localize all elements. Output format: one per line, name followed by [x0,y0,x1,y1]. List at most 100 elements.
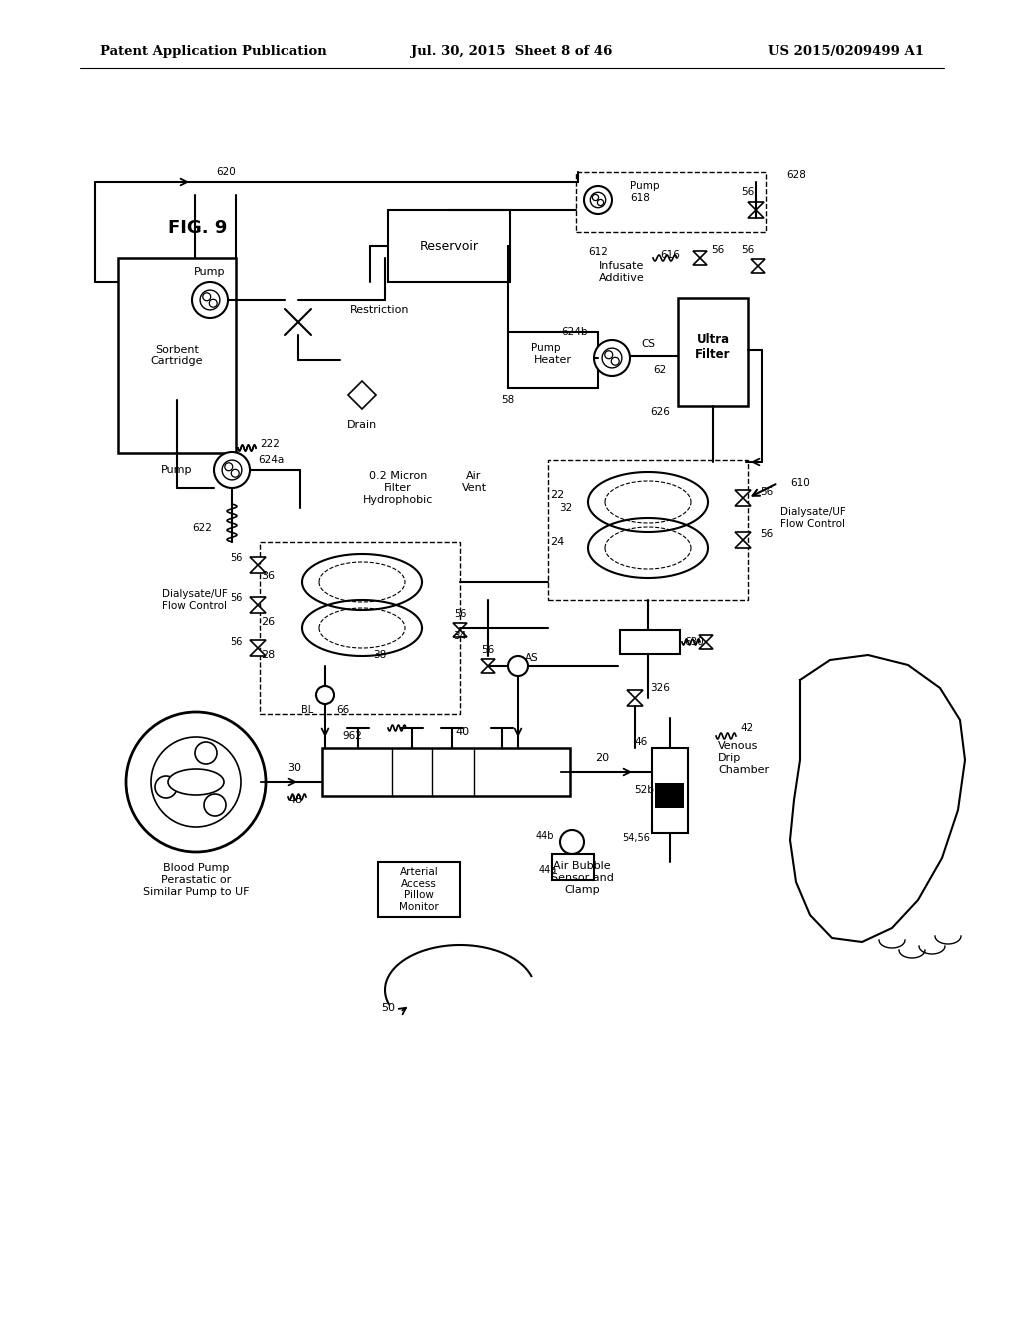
Text: 42: 42 [740,723,754,733]
Text: US 2015/0209499 A1: US 2015/0209499 A1 [768,45,924,58]
Polygon shape [481,667,495,673]
Polygon shape [735,532,751,540]
Polygon shape [250,605,266,612]
Circle shape [605,351,612,359]
Text: Heater: Heater [534,355,572,366]
Text: Pump
618: Pump 618 [630,181,659,203]
Circle shape [594,341,630,376]
Text: 56: 56 [454,609,466,619]
FancyBboxPatch shape [652,748,688,833]
Polygon shape [250,648,266,656]
Circle shape [203,293,211,301]
FancyBboxPatch shape [118,257,236,453]
Polygon shape [693,257,707,265]
Text: Reservoir: Reservoir [420,239,478,252]
Circle shape [225,463,232,471]
Text: 66: 66 [336,705,349,715]
Circle shape [195,742,217,764]
Text: Dialysate/UF
Flow Control: Dialysate/UF Flow Control [780,507,846,529]
FancyBboxPatch shape [575,172,766,232]
Text: 46: 46 [635,737,648,747]
FancyBboxPatch shape [508,333,598,388]
Text: 222: 222 [260,440,280,449]
Polygon shape [751,267,765,273]
Polygon shape [735,498,751,506]
Text: 56: 56 [741,246,755,255]
Text: 626: 626 [650,407,670,417]
Text: 56: 56 [481,645,495,655]
Text: 56: 56 [760,487,773,498]
Polygon shape [453,623,467,630]
Circle shape [231,470,240,478]
Text: 28: 28 [261,649,275,660]
Polygon shape [627,690,643,698]
Text: 616: 616 [660,249,680,260]
Text: Infusate
Additive: Infusate Additive [599,261,645,282]
FancyBboxPatch shape [620,630,680,653]
Text: 620: 620 [216,168,236,177]
Text: 38: 38 [374,649,387,660]
Text: Jul. 30, 2015  Sheet 8 of 46: Jul. 30, 2015 Sheet 8 of 46 [412,45,612,58]
Text: 56: 56 [229,593,243,603]
FancyBboxPatch shape [678,298,748,407]
Polygon shape [748,210,764,218]
Text: 326: 326 [650,682,670,693]
Text: 0.2 Micron
Filter
Hydrophobic: 0.2 Micron Filter Hydrophobic [362,471,433,504]
Circle shape [200,290,220,310]
Text: Ultra
Filter: Ultra Filter [695,333,731,360]
Text: Pump: Pump [161,465,193,475]
Text: Air Bubble
Sensor and
Clamp: Air Bubble Sensor and Clamp [551,862,613,895]
Text: 612: 612 [588,247,608,257]
Polygon shape [250,597,266,605]
Ellipse shape [168,770,224,795]
Text: 44a: 44a [539,865,557,875]
Circle shape [151,737,241,828]
Text: 48: 48 [288,795,302,805]
Text: 40: 40 [455,727,469,737]
Text: FIG. 9: FIG. 9 [168,219,227,238]
Polygon shape [453,630,467,638]
Text: Pump: Pump [195,267,225,277]
Text: Arterial
Access
Pillow
Monitor: Arterial Access Pillow Monitor [399,867,439,912]
Text: 24: 24 [550,537,564,546]
Text: 56: 56 [712,246,725,255]
Polygon shape [751,259,765,267]
Circle shape [155,776,177,799]
Text: 622: 622 [193,523,212,533]
Circle shape [560,830,584,854]
FancyBboxPatch shape [378,862,460,917]
Text: 56: 56 [229,638,243,647]
Circle shape [508,656,528,676]
Polygon shape [735,490,751,498]
Text: Restriction: Restriction [350,305,410,315]
Circle shape [316,686,334,704]
Circle shape [590,193,606,207]
FancyBboxPatch shape [388,210,510,282]
Text: Sorbent
Cartridge: Sorbent Cartridge [151,345,203,366]
Text: 58: 58 [502,395,515,405]
Circle shape [126,711,266,851]
Polygon shape [699,635,713,642]
Text: 630: 630 [684,638,703,647]
Polygon shape [735,540,751,548]
FancyBboxPatch shape [552,854,594,880]
Text: 62: 62 [653,366,667,375]
Polygon shape [250,640,266,648]
Text: Blood Pump
Perastatic or
Similar Pump to UF: Blood Pump Perastatic or Similar Pump to… [142,863,249,896]
Circle shape [611,358,620,366]
Text: 624a: 624a [258,455,285,465]
Polygon shape [348,381,376,409]
Text: 32: 32 [559,503,572,513]
Text: 34: 34 [454,631,467,642]
FancyBboxPatch shape [260,543,460,714]
Text: 20: 20 [595,752,609,763]
Text: CS: CS [641,339,655,348]
FancyBboxPatch shape [655,783,684,808]
Circle shape [602,348,622,368]
FancyBboxPatch shape [548,459,748,601]
Polygon shape [748,202,764,210]
Text: 30: 30 [287,763,301,774]
Text: 56: 56 [741,187,755,197]
Text: Dialysate/UF
Flow Control: Dialysate/UF Flow Control [162,589,227,611]
Text: AS: AS [525,653,539,663]
